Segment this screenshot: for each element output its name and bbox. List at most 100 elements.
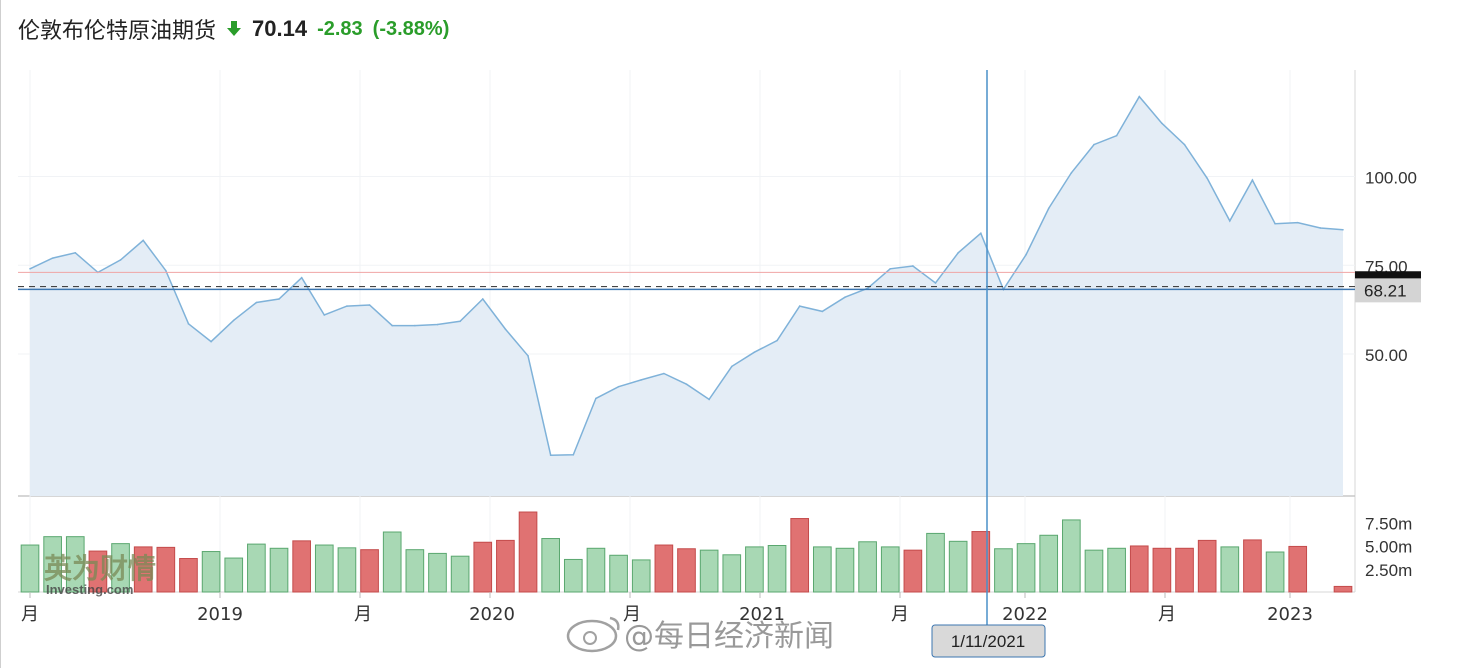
price-point: [1138, 95, 1141, 98]
volume-bar: [88, 550, 108, 593]
volume-bar: [1197, 539, 1217, 593]
volume-bar: [586, 547, 606, 593]
price-point: [776, 339, 778, 342]
price-point: [957, 252, 959, 254]
volume-bar: [880, 546, 900, 593]
volume-bar: [201, 551, 221, 593]
price-point: [912, 265, 914, 267]
price-point: [663, 372, 665, 375]
price-point: [979, 232, 982, 235]
price-point: [255, 301, 258, 304]
volume-bar: [767, 545, 787, 593]
volume-bar: [1016, 543, 1036, 593]
volume-bar: [337, 547, 357, 593]
volume-tick-label: 7.50m: [1365, 514, 1412, 533]
volume-bar: [360, 549, 379, 593]
x-tick-label: 2021: [739, 604, 785, 625]
volume-bar: [1333, 585, 1353, 593]
price-point: [436, 323, 439, 326]
price-point: [165, 269, 167, 272]
price-point: [595, 397, 597, 400]
volume-bar: [405, 549, 425, 593]
volume-bar: [1039, 534, 1059, 593]
price-area: [30, 96, 1343, 496]
volume-bar: [1152, 547, 1172, 593]
volume-bar: [903, 549, 923, 593]
price-point: [300, 276, 303, 279]
volume-tick-label: 2.50m: [1365, 561, 1412, 580]
price-point: [617, 385, 620, 388]
price-point: [1296, 221, 1299, 224]
weibo-logo-eye: [583, 631, 597, 645]
instrument-title: 伦敦布伦特原油期货: [18, 19, 217, 44]
price-point: [187, 323, 190, 325]
price-point: [1183, 143, 1186, 146]
price-point: [119, 259, 122, 261]
volume-bar: [1265, 551, 1285, 593]
volume-bar: [1062, 519, 1081, 593]
x-tick-label: 2020: [469, 604, 515, 625]
volume-bar: [43, 536, 62, 593]
price-point: [527, 354, 529, 357]
price-point: [844, 296, 846, 299]
volume-bar: [247, 543, 266, 593]
price-point: [346, 305, 348, 307]
x-tick-label: 月: [21, 604, 39, 625]
price-point: [1093, 143, 1095, 146]
price-point: [708, 398, 710, 401]
volume-bar: [1084, 549, 1104, 593]
price-point: [1229, 220, 1231, 222]
price-point: [1251, 179, 1254, 181]
price-point: [934, 282, 937, 284]
x-tick-label: 2019: [197, 604, 243, 625]
weibo-watermark: @每日经济新闻: [624, 619, 834, 654]
volume-bar: [1288, 545, 1308, 593]
volume-bar: [790, 518, 810, 593]
price-point: [481, 298, 484, 300]
weibo-logo-icon: [566, 616, 620, 653]
volume-bar: [156, 546, 176, 593]
price-point: [142, 239, 144, 242]
volume-bar: [631, 559, 651, 593]
volume-bar: [677, 548, 696, 593]
volume-tick-label: 5.00m: [1365, 538, 1412, 557]
volume-bar: [473, 541, 493, 593]
price-point: [1206, 177, 1208, 180]
price-point: [572, 454, 575, 456]
price-point: [753, 351, 756, 354]
volume-bar: [518, 511, 538, 593]
volume-bar: [858, 541, 877, 593]
price-point: [685, 383, 688, 385]
volume-bar: [699, 549, 719, 593]
price-point: [51, 257, 54, 259]
price-point: [278, 298, 280, 300]
volume-bar: [20, 544, 40, 593]
weibo-logo-outline: [566, 619, 618, 653]
price-point: [798, 305, 801, 307]
price-point: [414, 324, 416, 327]
x-tick-label: 月: [891, 604, 909, 625]
volume-bar: [428, 552, 447, 593]
volume-bar: [926, 532, 945, 593]
price-point: [1025, 253, 1027, 256]
volume-bar: [745, 546, 764, 593]
source-watermark: 英为财情: [44, 552, 156, 585]
volume-bar: [224, 557, 244, 593]
volume-bar: [269, 547, 289, 593]
volume-bar: [292, 540, 311, 593]
source-watermark-sub: Investing.com: [46, 582, 133, 597]
price-point: [210, 340, 212, 343]
price-point: [1342, 228, 1344, 231]
price-point: [391, 324, 394, 327]
down-arrow-icon: [226, 20, 242, 38]
volume-bar: [563, 558, 583, 593]
volume-bar: [111, 543, 130, 593]
volume-bar: [835, 547, 855, 593]
volume-bar: [541, 538, 561, 593]
price-point: [232, 319, 235, 322]
weibo-logo-wave: [609, 616, 620, 631]
volume-bar: [1107, 547, 1126, 593]
x-tick-label: 2023: [1267, 604, 1313, 625]
